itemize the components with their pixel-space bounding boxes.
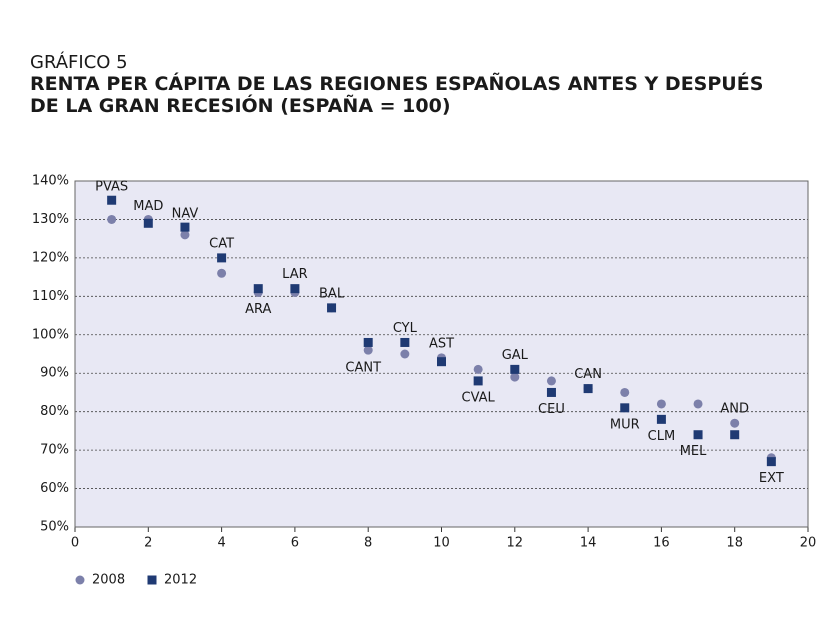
point bbox=[730, 430, 740, 440]
legend-marker bbox=[75, 575, 85, 585]
point bbox=[693, 399, 703, 409]
y-tick-label: 70% bbox=[40, 443, 69, 458]
x-tick-label: 20 bbox=[800, 536, 817, 551]
point-label: AND bbox=[720, 402, 749, 417]
y-tick-label: 100% bbox=[32, 327, 69, 342]
y-tick-label: 50% bbox=[40, 520, 69, 535]
x-tick-label: 6 bbox=[291, 536, 299, 551]
point-label: CLM bbox=[648, 429, 676, 444]
point bbox=[620, 387, 630, 397]
y-tick-label: 80% bbox=[40, 404, 69, 419]
y-tick-label: 130% bbox=[32, 212, 69, 227]
plot-border bbox=[74, 180, 809, 528]
point-label: PVAS bbox=[95, 180, 128, 195]
point-label: MAD bbox=[133, 199, 163, 214]
point bbox=[327, 303, 337, 313]
point bbox=[437, 357, 446, 367]
point bbox=[107, 214, 117, 224]
point bbox=[400, 349, 410, 359]
x-tick-label: 16 bbox=[653, 536, 670, 551]
point bbox=[656, 399, 666, 409]
point bbox=[143, 218, 153, 228]
x-tick-label: 0 bbox=[71, 536, 79, 551]
point-label: LAR bbox=[282, 267, 307, 282]
point bbox=[730, 418, 740, 428]
chart-title: RENTA PER CÁPITA DE LAS REGIONES ESPAÑOL… bbox=[30, 73, 764, 117]
point-label: MEL bbox=[680, 444, 707, 459]
y-tick-label: 90% bbox=[40, 366, 69, 381]
point-label: CYL bbox=[393, 321, 418, 336]
legend-label: 2008 bbox=[92, 573, 125, 588]
point bbox=[107, 195, 117, 205]
point-label: MUR bbox=[610, 417, 640, 432]
point bbox=[510, 372, 520, 382]
point bbox=[546, 387, 556, 397]
point bbox=[546, 376, 556, 386]
x-tick-label: 8 bbox=[364, 536, 372, 551]
y-tick-label: 60% bbox=[40, 481, 69, 496]
point bbox=[620, 403, 630, 413]
point-label: BAL bbox=[319, 286, 345, 301]
y-tick-label: 110% bbox=[32, 289, 69, 304]
point bbox=[180, 222, 190, 232]
point bbox=[363, 345, 373, 355]
point bbox=[180, 230, 190, 240]
x-tick-label: 2 bbox=[144, 536, 152, 551]
x-tick-label: 10 bbox=[433, 536, 450, 551]
x-tick-label: 12 bbox=[507, 536, 524, 551]
point bbox=[217, 268, 227, 278]
point bbox=[363, 337, 373, 347]
point-label: GAL bbox=[502, 348, 529, 363]
point-label: NAV bbox=[172, 207, 199, 222]
x-tick-label: 14 bbox=[580, 536, 597, 551]
point-label: CVAL bbox=[462, 390, 496, 405]
point bbox=[510, 364, 520, 374]
legend-marker bbox=[147, 575, 157, 585]
point bbox=[766, 457, 776, 467]
point bbox=[583, 384, 593, 394]
point-label: CANT bbox=[345, 361, 381, 376]
chart-label: GRÁFICO 5 bbox=[30, 52, 128, 73]
point bbox=[473, 376, 483, 386]
point-label: CEU bbox=[538, 402, 565, 417]
point bbox=[400, 337, 410, 347]
y-tick-label: 140% bbox=[32, 174, 69, 189]
point bbox=[253, 284, 263, 294]
x-tick-label: 18 bbox=[726, 536, 743, 551]
point-label: AST bbox=[429, 336, 454, 351]
legend-label: 2012 bbox=[164, 573, 197, 588]
point bbox=[290, 284, 300, 294]
point bbox=[217, 253, 227, 263]
point-label: ARA bbox=[245, 302, 271, 317]
point-label: EXT bbox=[759, 471, 784, 486]
point bbox=[693, 430, 703, 440]
point-label: CAT bbox=[209, 236, 234, 251]
point bbox=[656, 414, 666, 424]
point bbox=[473, 364, 483, 374]
point-label: CAN bbox=[574, 367, 602, 382]
x-tick-label: 4 bbox=[217, 536, 225, 551]
y-tick-label: 120% bbox=[32, 250, 69, 265]
